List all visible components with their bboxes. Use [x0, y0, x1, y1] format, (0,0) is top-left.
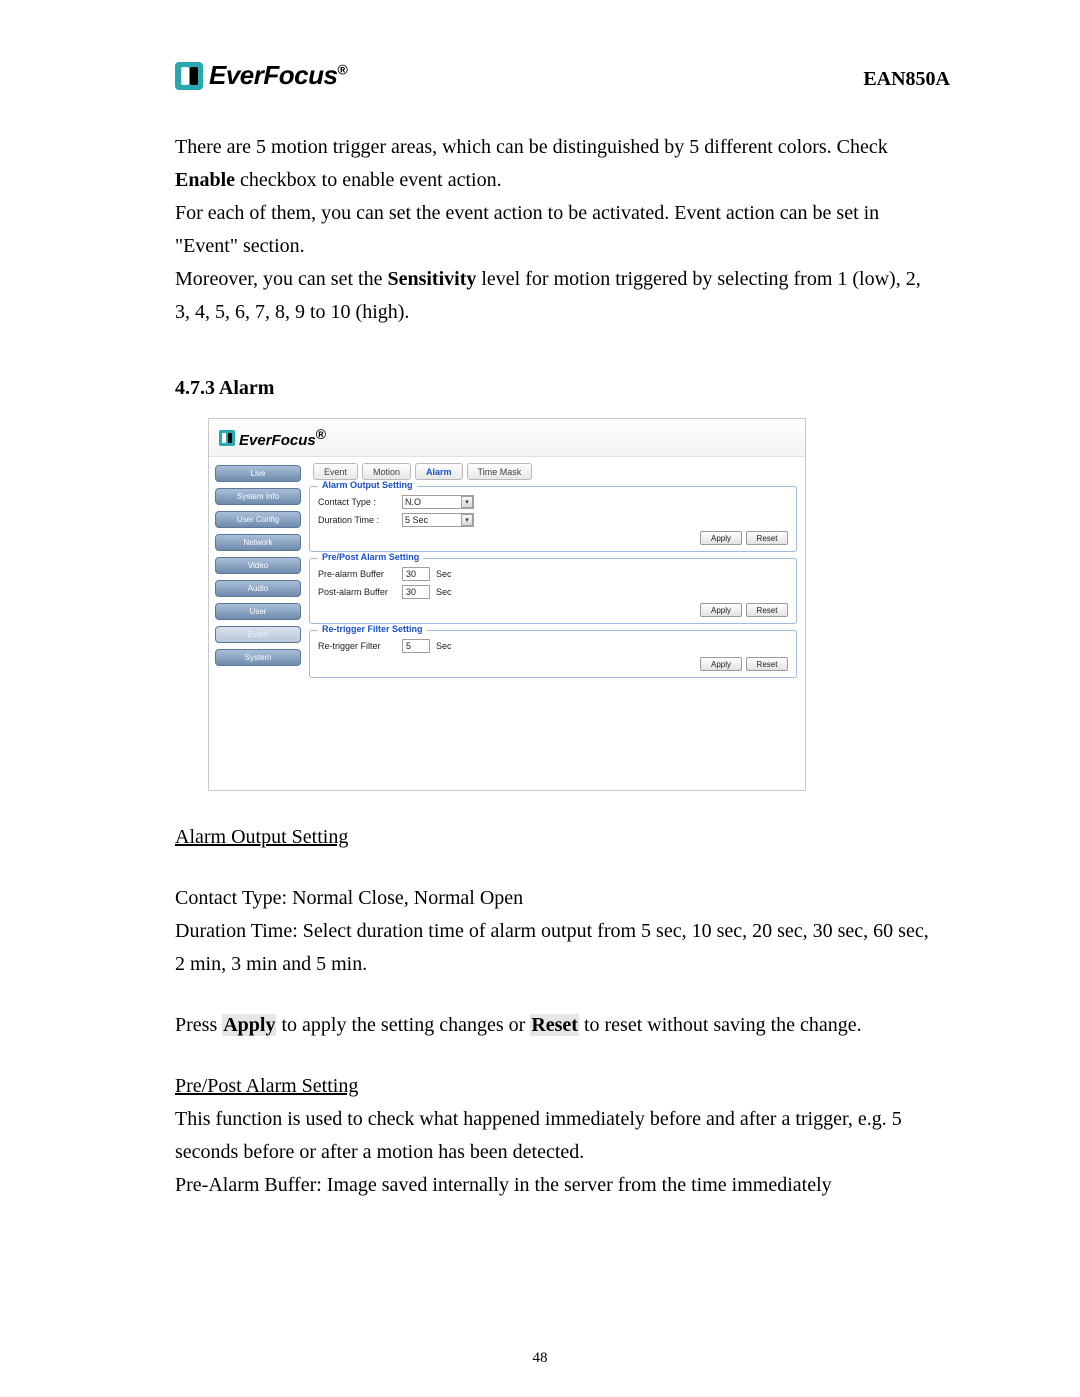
select-contact-type[interactable]: N.O ▾ [402, 495, 474, 509]
tab-motion[interactable]: Motion [362, 463, 411, 480]
tab-row: Event Motion Alarm Time Mask [309, 463, 797, 480]
sidebar-item-audio[interactable]: Audio [215, 580, 301, 597]
sidebar-item-user-config[interactable]: User Config [215, 511, 301, 528]
sidebar-item-user[interactable]: User [215, 603, 301, 620]
label-duration-time: Duration Time : [318, 515, 396, 525]
section-heading: 4.7.3 Alarm [175, 377, 950, 400]
legend-retrigger: Re-trigger Filter Setting [318, 624, 427, 634]
label-pre-alarm: Pre-alarm Buffer [318, 569, 396, 579]
tab-alarm[interactable]: Alarm [415, 463, 463, 480]
chevron-down-icon: ▾ [461, 514, 473, 526]
brand-text: EverFocus® [209, 60, 347, 91]
brand-logo: EverFocus® [175, 60, 347, 91]
page-header: EverFocus® EAN850A [175, 60, 950, 91]
intro-p3: Moreover, you can set the Sensitivity le… [175, 263, 950, 329]
sidebar-item-live[interactable]: Live [215, 465, 301, 482]
tab-event[interactable]: Event [313, 463, 358, 480]
label-contact-type: Contact Type : [318, 497, 396, 507]
sidebar-item-event[interactable]: Event [215, 626, 301, 643]
apply-button[interactable]: Apply [700, 531, 742, 545]
text-duration: Duration Time: Select duration time of a… [175, 915, 950, 981]
apply-button[interactable]: Apply [700, 603, 742, 617]
sidebar-item-system[interactable]: System [215, 649, 301, 666]
select-duration-time[interactable]: 5 Sec ▾ [402, 513, 474, 527]
heading-prepost: Pre/Post Alarm Setting [175, 1070, 950, 1103]
intro-p2: For each of them, you can set the event … [175, 197, 950, 263]
screenshot-brand-logo: EverFocus® [219, 426, 326, 449]
sidebar-item-system-info[interactable]: System Info [215, 488, 301, 505]
screenshot-brand-icon [219, 430, 235, 446]
input-pre-alarm[interactable]: 30 [402, 567, 430, 581]
legend-prepost: Pre/Post Alarm Setting [318, 552, 423, 562]
tab-time-mask[interactable]: Time Mask [467, 463, 533, 480]
fieldset-retrigger: Re-trigger Filter Setting Re-trigger Fil… [309, 630, 797, 678]
fieldset-alarm-output: Alarm Output Setting Contact Type : N.O … [309, 486, 797, 552]
text-prepost-desc: This function is used to check what happ… [175, 1103, 950, 1169]
reset-button[interactable]: Reset [746, 657, 788, 671]
reset-button[interactable]: Reset [746, 531, 788, 545]
unit-sec: Sec [436, 587, 452, 597]
text-prealarm-buffer: Pre-Alarm Buffer: Image saved internally… [175, 1169, 950, 1202]
text-contact-type: Contact Type: Normal Close, Normal Open [175, 882, 950, 915]
label-retrigger: Re-trigger Filter [318, 641, 396, 651]
sidebar: Live System Info User Config Network Vid… [209, 457, 307, 790]
screenshot-panel: EverFocus® Live System Info User Config … [208, 418, 806, 791]
reset-button[interactable]: Reset [746, 603, 788, 617]
text-apply-reset: Press Apply to apply the setting changes… [175, 1009, 950, 1042]
heading-alarm-output: Alarm Output Setting [175, 821, 950, 854]
model-number: EAN850A [863, 68, 950, 91]
screenshot-brand-text: EverFocus® [239, 426, 326, 449]
fieldset-prepost: Pre/Post Alarm Setting Pre-alarm Buffer … [309, 558, 797, 624]
input-retrigger[interactable]: 5 [402, 639, 430, 653]
input-post-alarm[interactable]: 30 [402, 585, 430, 599]
unit-sec: Sec [436, 569, 452, 579]
screenshot-header: EverFocus® [209, 419, 805, 457]
apply-button[interactable]: Apply [700, 657, 742, 671]
unit-sec: Sec [436, 641, 452, 651]
chevron-down-icon: ▾ [461, 496, 473, 508]
brand-icon [175, 62, 203, 90]
intro-p1: There are 5 motion trigger areas, which … [175, 131, 950, 197]
label-post-alarm: Post-alarm Buffer [318, 587, 396, 597]
page-number: 48 [0, 1350, 1080, 1367]
legend-alarm-output: Alarm Output Setting [318, 480, 417, 490]
sidebar-item-network[interactable]: Network [215, 534, 301, 551]
main-area: Event Motion Alarm Time Mask Alarm Outpu… [307, 457, 805, 790]
sidebar-item-video[interactable]: Video [215, 557, 301, 574]
